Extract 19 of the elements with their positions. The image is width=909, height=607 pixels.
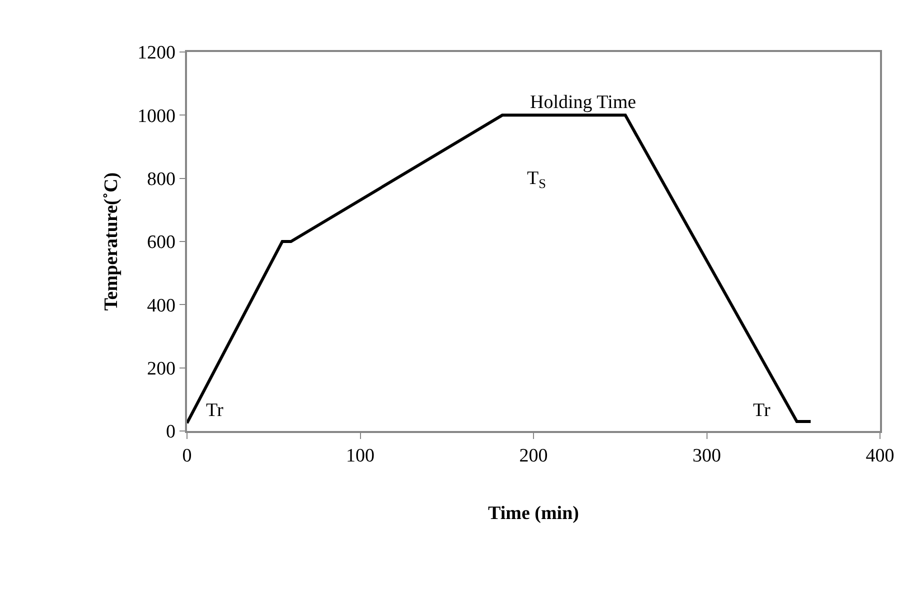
y-tick-label: 1200 xyxy=(137,42,176,64)
y-tick-label: 0 xyxy=(166,422,176,443)
x-tick-label: 400 xyxy=(866,446,894,467)
annotation: T$_{S}$ xyxy=(527,168,546,191)
x-tick-label: 200 xyxy=(519,446,548,467)
annotation: Tr xyxy=(206,400,224,421)
y-tick-label: 400 xyxy=(146,295,176,316)
y-axis-title: Temperature(˚C) xyxy=(100,172,122,311)
y-tick-label: 200 xyxy=(146,358,176,380)
annotation: Tr xyxy=(753,400,771,421)
y-tick-label: 800 xyxy=(146,168,176,190)
y-tick-label: 600 xyxy=(146,232,176,254)
line-series xyxy=(187,114,812,425)
annotation: Holding Time xyxy=(530,92,636,113)
x-tick-label: 0 xyxy=(182,446,192,467)
x-tick-label: 100 xyxy=(346,446,374,467)
y-tick-label: 1000 xyxy=(137,106,176,127)
x-axis-title: Time (min) xyxy=(488,502,579,524)
x-tick-label: 300 xyxy=(692,446,721,467)
